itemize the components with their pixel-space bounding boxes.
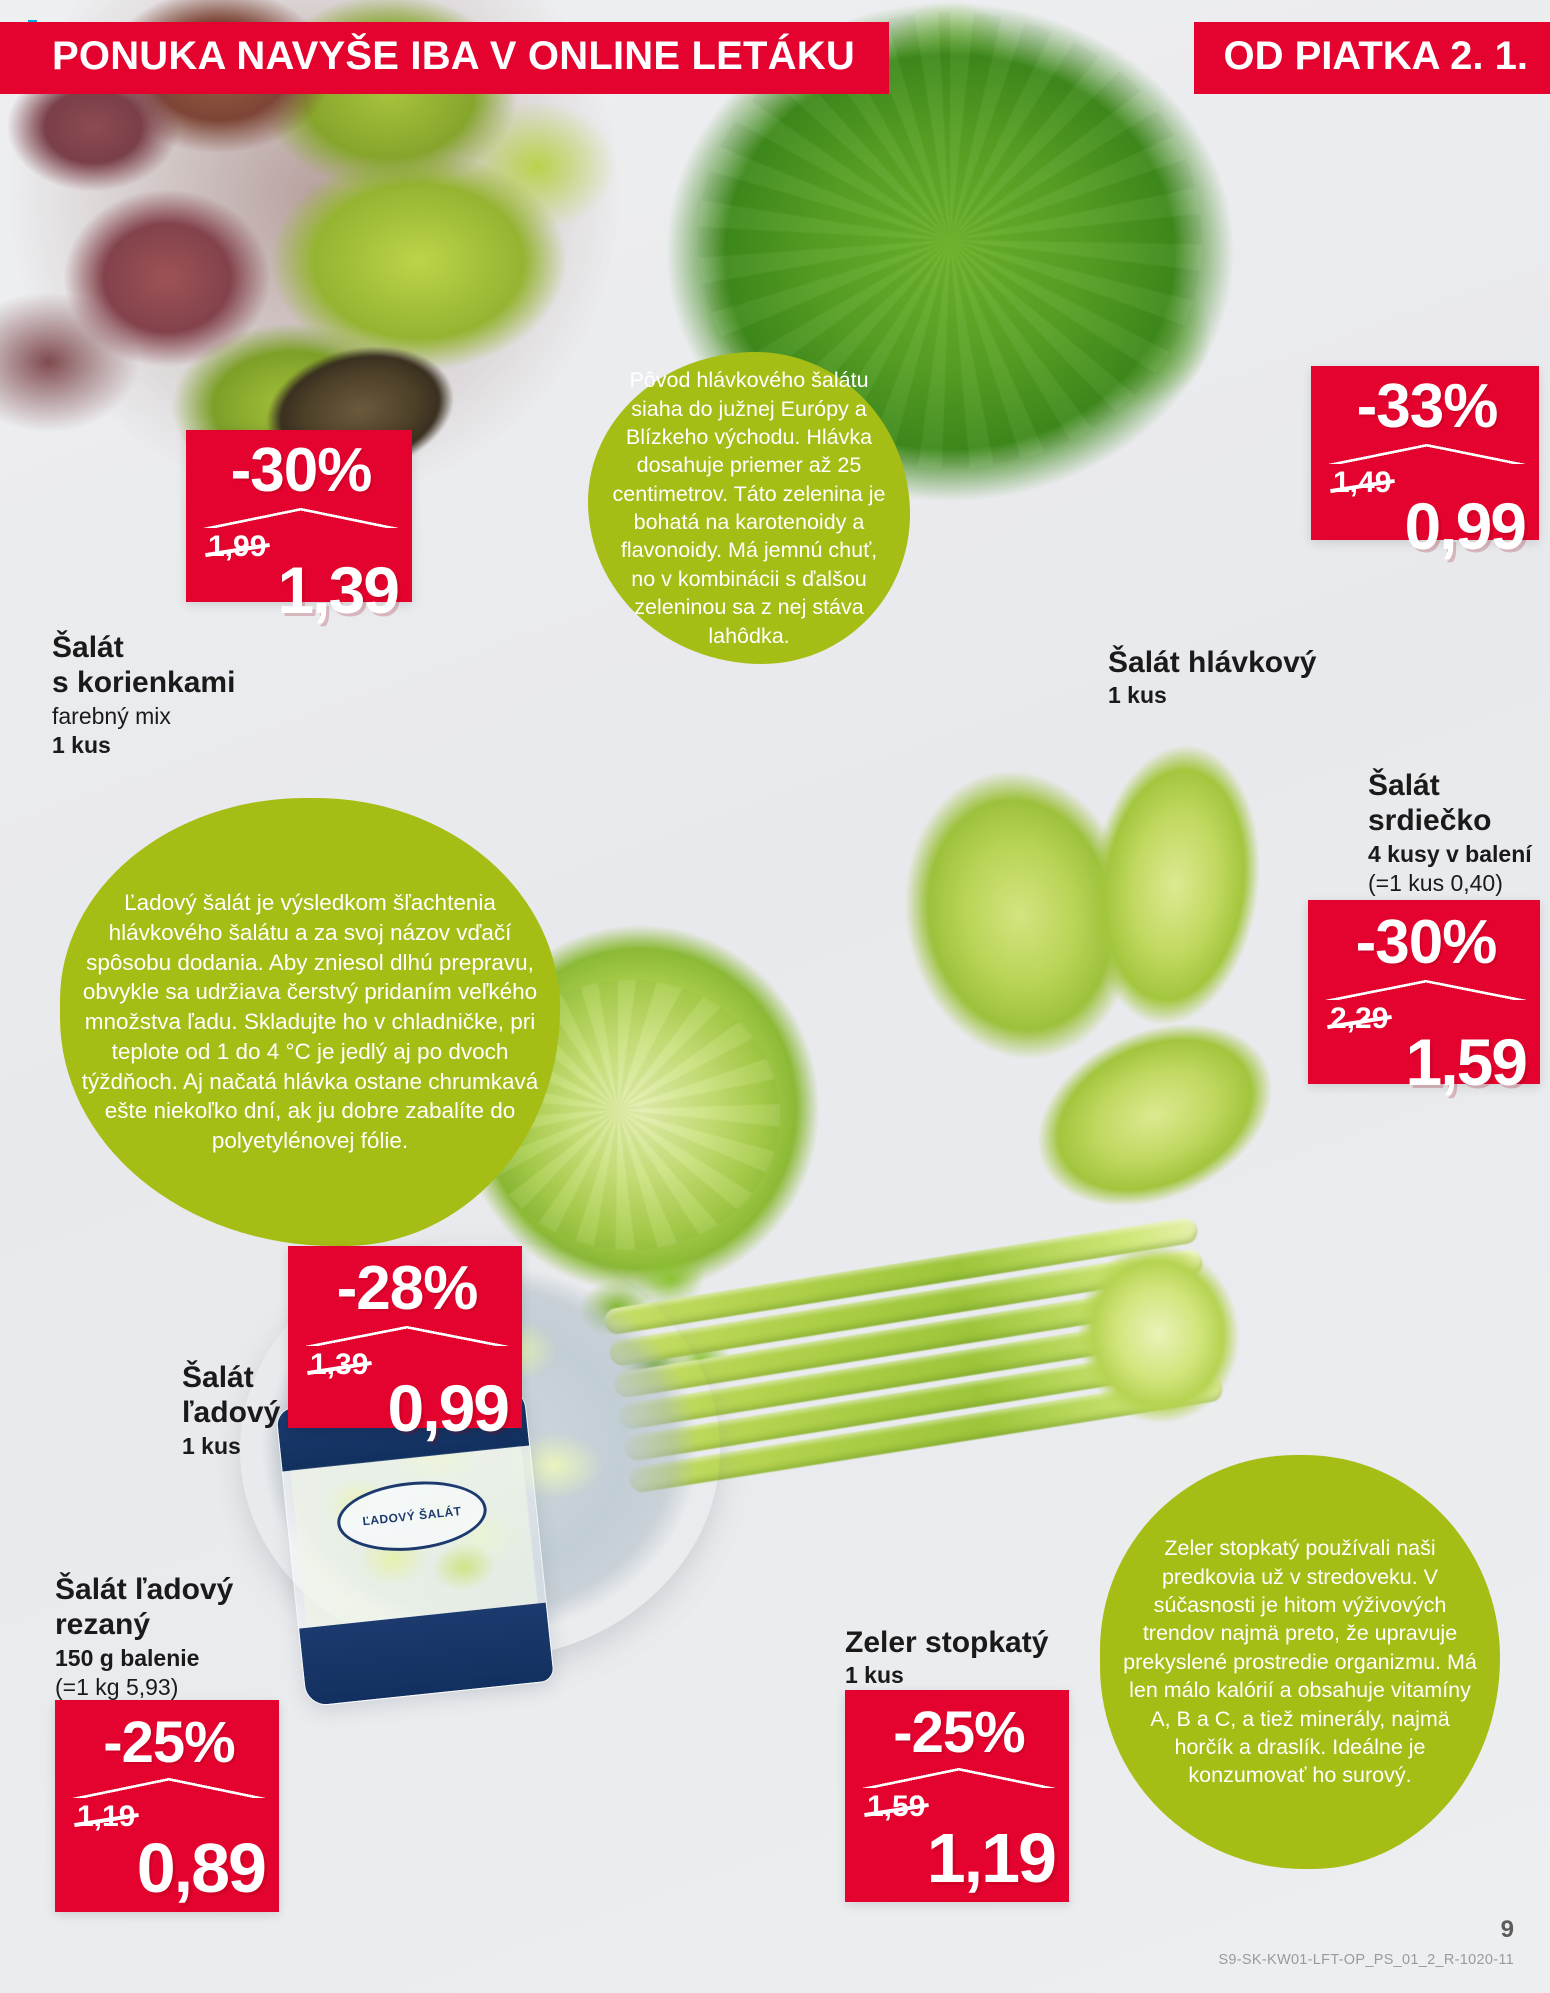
footer-code: S9-SK-KW01-LFT-OP_PS_01_2_R-1020-11 (1218, 1952, 1514, 1968)
tag-notch (306, 1326, 508, 1346)
product-name-salat-ladovy-rezany: Šalát ľadový rezaný 150 g balenie (=1 kg… (55, 1572, 233, 1701)
celery-leaves (553, 1228, 763, 1455)
tag-notch (1329, 444, 1525, 464)
bag-logo-oval: ĽADOVÝ ŠALÁT (333, 1474, 491, 1558)
product-subtitle-1: 150 g balenie (55, 1644, 200, 1671)
product-subtitle-1: farebný mix (52, 702, 171, 729)
price-tag-salat-ladovy-rezany[interactable]: -25% 1,19 0,89 (55, 1700, 279, 1912)
info-bubble-iceberg: Ľadový šalát je výsledkom šľachtenia hlá… (60, 798, 560, 1246)
product-subtitle-1: 1 kus (845, 1662, 904, 1689)
old-price: 1,19 (77, 1800, 136, 1833)
price-tag-zeler-stopkaty[interactable]: -25% 1,59 1,19 (845, 1690, 1069, 1902)
info-bubble-lettuce-text: Pôvod hlávkového šalátu siaha do južnej … (612, 368, 886, 648)
romaine-heart-photo-3 (975, 950, 1335, 1280)
product-title-line1: Šalát (1368, 769, 1440, 802)
discount-badge: -30% (230, 436, 373, 505)
price-tag-salat-s-korienkami[interactable]: -30% 1,99 1,39 (186, 430, 412, 623)
product-name-salat-hlavkovy: Šalát hlávkový 1 kus (1108, 645, 1316, 710)
product-title-line1: Šalát (52, 631, 124, 664)
tag-notch (204, 508, 398, 528)
tag-notch (863, 1768, 1055, 1788)
old-price: 1,99 (208, 530, 267, 563)
product-title-line2: srdiečko (1368, 804, 1492, 838)
tag-notch (1326, 980, 1526, 1000)
product-title-line1: Šalát hlávkový (1108, 646, 1317, 679)
discount-badge: -33% (1356, 372, 1499, 441)
product-subtitle-1: 1 kus (1108, 682, 1167, 709)
price-tag-salat-srdiecko[interactable]: -30% 2,29 1,59 (1308, 900, 1540, 1095)
new-price: 1,59 (1405, 1025, 1528, 1099)
product-subtitle-2: (=1 kg 5,93) (55, 1673, 179, 1700)
info-bubble-iceberg-text: Ľadový šalát je výsledkom šľachtenia hlá… (81, 890, 539, 1153)
new-price: 1,19 (926, 1819, 1057, 1897)
old-price: 1,49 (1333, 466, 1392, 499)
product-name-salat-s-korienkami: Šalát s korienkami farebný mix 1 kus (52, 630, 235, 759)
product-subtitle-1: 4 kusy v balení (1368, 840, 1532, 867)
banner-headline-right: OD PIATKA 2. 1. (1193, 22, 1550, 94)
product-title-line1: Zeler stopkatý (845, 1626, 1049, 1659)
price-tag-salat-ladovy[interactable]: -28% 1,39 0,99 (288, 1246, 522, 1441)
page-number: 9 (1500, 1916, 1514, 1943)
info-bubble-celery: Zeler stopkatý používali naši predkovia … (1100, 1455, 1500, 1869)
product-subtitle-2: 1 kus (52, 731, 111, 758)
product-title-line2: s korienkami (52, 666, 236, 700)
new-price: 0,89 (136, 1829, 267, 1907)
discount-badge: -25% (893, 1700, 1025, 1765)
price-tag-salat-hlavkovy[interactable]: -33% 1,49 0,99 (1311, 366, 1539, 559)
product-title-line1: Šalát (182, 1361, 254, 1394)
bag-back-label-lines (323, 1640, 418, 1690)
product-title-line2: ľadový (182, 1396, 281, 1430)
bag-bottom-band (299, 1602, 554, 1707)
product-name-zeler-stopkaty: Zeler stopkatý 1 kus (845, 1625, 1048, 1690)
bag-label-text: ĽADOVÝ ŠALÁT (361, 1504, 463, 1529)
new-price: 0,99 (1404, 489, 1527, 563)
info-bubble-lettuce: Pôvod hlávkového šalátu siaha do južnej … (588, 352, 910, 664)
discount-badge: -25% (103, 1710, 235, 1775)
tag-notch (73, 1778, 265, 1798)
new-price: 0,99 (387, 1371, 510, 1445)
product-name-salat-ladovy: Šalát ľadový 1 kus (182, 1360, 280, 1460)
product-name-salat-srdiecko: Šalát srdiečko 4 kusy v balení (=1 kus 0… (1368, 768, 1532, 897)
product-title-line2: rezaný (55, 1608, 151, 1642)
new-price: 1,39 (277, 553, 400, 627)
product-subtitle-1: 1 kus (182, 1432, 241, 1459)
bag-contents (290, 1446, 538, 1628)
celery-root-bulb (1048, 1219, 1268, 1448)
banner-headline-left: PONUKA NAVYŠE IBA V ONLINE LETÁKU (0, 22, 889, 94)
product-subtitle-2: (=1 kus 0,40) (1368, 869, 1503, 896)
old-price: 1,39 (310, 1348, 369, 1381)
discount-badge: -30% (1355, 908, 1498, 977)
info-bubble-celery-text: Zeler stopkatý používali naši predkovia … (1123, 1536, 1477, 1788)
old-price: 2,29 (1330, 1002, 1389, 1035)
romaine-heart-photo-1 (842, 721, 1198, 1109)
discount-badge: -28% (336, 1254, 479, 1323)
romaine-heart-photo-2 (1040, 707, 1310, 1063)
old-price: 1,59 (867, 1790, 926, 1823)
product-title-line1: Šalát ľadový (55, 1573, 234, 1606)
